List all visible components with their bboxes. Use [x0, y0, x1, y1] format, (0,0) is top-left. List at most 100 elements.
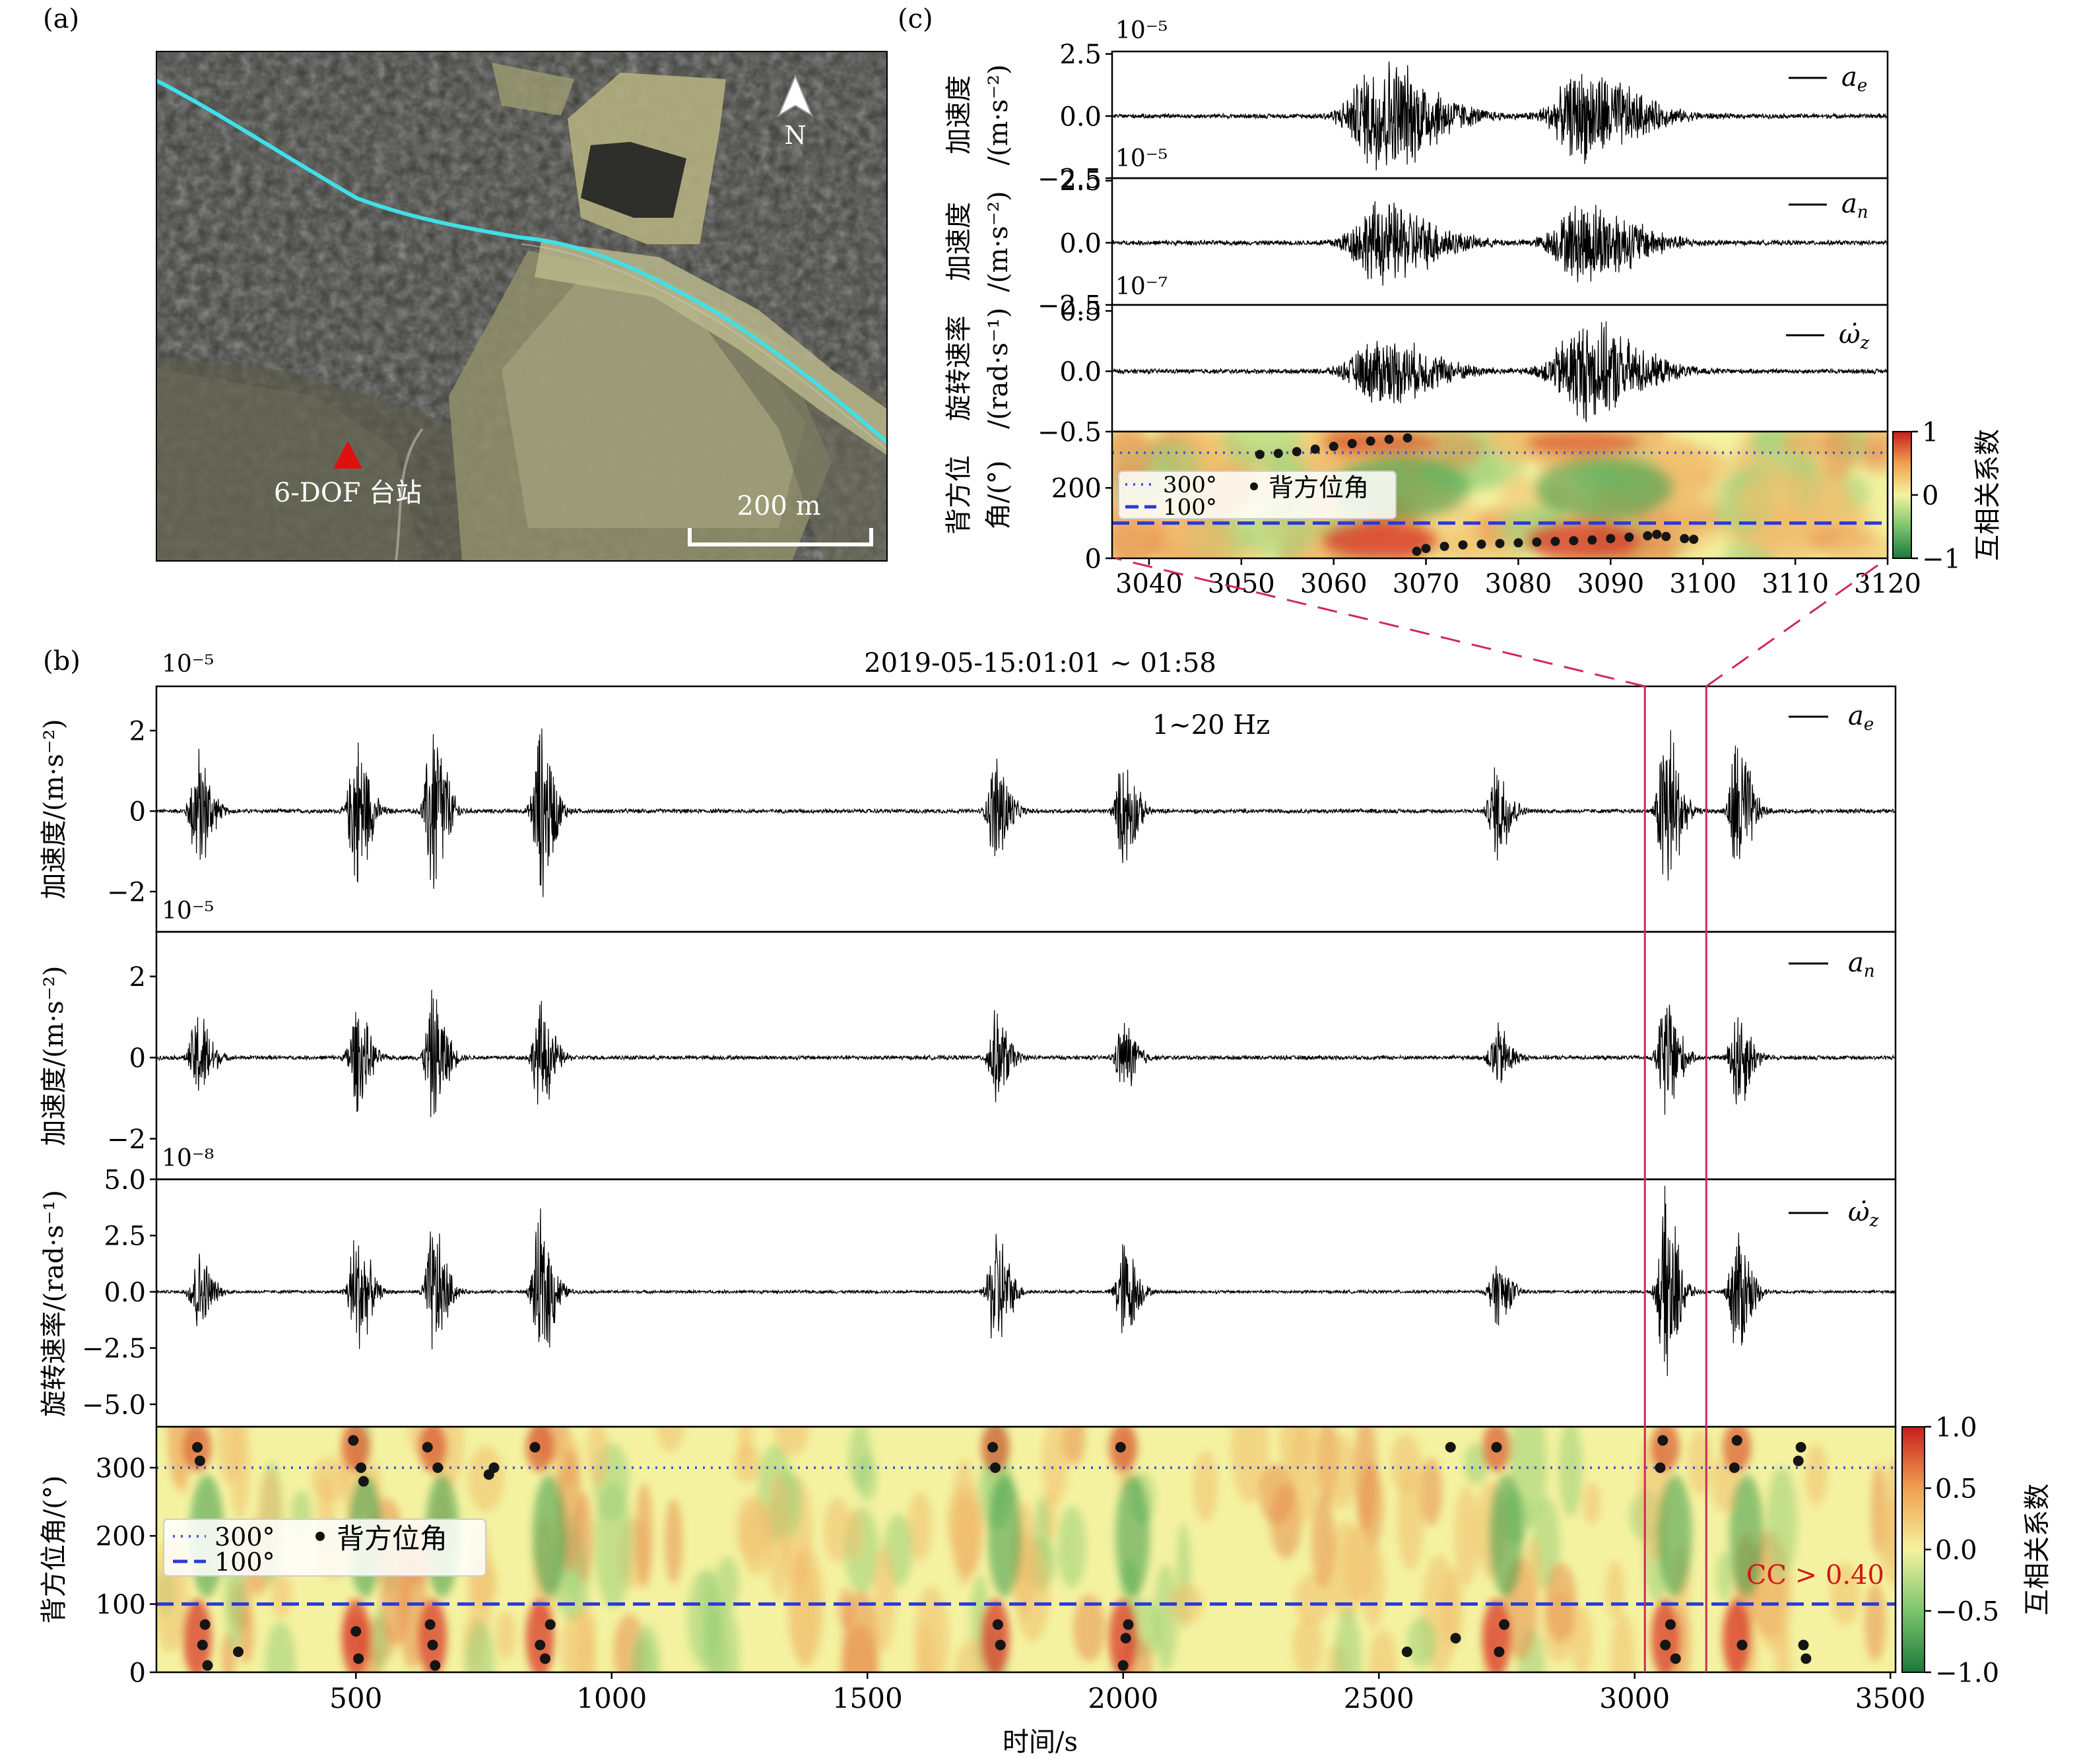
backazimuth-point: [1655, 1462, 1666, 1473]
backazimuth-point: [1670, 1653, 1681, 1664]
y-tick-label: −2.5: [82, 1334, 146, 1364]
x-tick-label: 1000: [576, 1682, 647, 1715]
ae-trace: [156, 728, 1896, 898]
svg-text:ae: ae: [1848, 701, 1874, 735]
north-arrow-icon: [777, 74, 814, 117]
backazimuth-point: [1384, 434, 1394, 444]
colorbar-tick-label: −1.0: [1935, 1658, 1999, 1688]
backazimuth-point: [1412, 546, 1422, 556]
c-wz-ylabel-bottom: /(rad·s⁻¹): [983, 308, 1014, 429]
c-an-exponent: 10⁻⁵: [1115, 145, 1168, 172]
y-tick-label: −2.5: [1038, 164, 1102, 194]
c-baz-ylabel-bottom: 角/(°): [983, 461, 1014, 530]
backazimuth-point: [1587, 535, 1597, 545]
backazimuth-point: [350, 1626, 362, 1637]
c-wz-exponent: 10⁻⁷: [1115, 273, 1168, 300]
backazimuth-point: [1689, 535, 1699, 544]
x-tick-label: 3090: [1577, 569, 1644, 599]
b-an-ylabel: 加速度/(m·s⁻²): [39, 965, 69, 1146]
backazimuth-point: [1665, 1619, 1676, 1630]
y-tick-label: 2.5: [1059, 40, 1102, 70]
c-an-waveform: [1111, 201, 1888, 286]
b-subplot-an: −2 0 2 10⁻⁵ 加速度/(m·s⁻²) an: [39, 898, 1897, 1181]
y-tick-label: 5.0: [104, 1165, 146, 1195]
backazimuth-point: [1401, 1647, 1412, 1657]
backazimuth-point: [1660, 1639, 1671, 1650]
backazimuth-point: [1495, 539, 1505, 548]
backazimuth-point: [422, 1442, 433, 1453]
c-baz-legend: 300° 100° 背方位角: [1118, 471, 1397, 521]
b-wz-waveform: [156, 1185, 1896, 1377]
y-tick-label: 0.0: [1059, 102, 1102, 132]
y-tick-label: 0: [129, 1043, 146, 1074]
svg-text:100°: 100°: [214, 1548, 275, 1577]
colorbar-tick-label: −0.5: [1935, 1596, 1999, 1627]
svg-text:ae: ae: [1841, 62, 1867, 96]
y-tick-label: 200: [1051, 474, 1102, 504]
b-xlabel: 时间/s: [1003, 1727, 1078, 1757]
backazimuth-point: [1120, 1633, 1131, 1644]
y-tick-label: 300: [96, 1453, 146, 1484]
svg-text:背方位角: 背方位角: [1269, 473, 1369, 502]
y-tick-label: 2: [129, 962, 146, 993]
c-colorbar: −1 0 1 互相关系数: [1892, 417, 2003, 574]
backazimuth-point: [199, 1619, 211, 1630]
scalebar-label: 200 m: [737, 491, 821, 521]
svg-text:an: an: [1848, 948, 1875, 981]
b-an-waveform: [156, 989, 1896, 1117]
backazimuth-point: [1550, 537, 1560, 546]
c-ae-exponent: 10⁻⁵: [1115, 17, 1168, 44]
station-label: 6-DOF 台站: [274, 478, 422, 508]
b-ae-ylabel: 加速度/(m·s⁻²): [39, 719, 69, 899]
backazimuth-point: [356, 1462, 366, 1473]
b-baz-legend: 300° 100° 背方位角: [163, 1519, 486, 1577]
c-an-ylabel-bottom: /(m·s⁻²): [983, 191, 1014, 292]
backazimuth-point: [1439, 541, 1449, 551]
backazimuth-point: [1800, 1653, 1812, 1664]
panel-b-title: 2019-05-15:01:01 ~ 01:58: [864, 648, 1216, 678]
backazimuth-point: [1494, 1647, 1505, 1657]
b-wz-exponent: 10⁻⁸: [162, 1145, 214, 1172]
svg-text:300°: 300°: [1163, 472, 1217, 498]
b-an-legend: an: [1789, 948, 1875, 981]
svg-text:300°: 300°: [214, 1522, 275, 1552]
backazimuth-point: [1798, 1639, 1809, 1650]
backazimuth-point: [1366, 436, 1375, 446]
an-trace: [1111, 201, 1888, 286]
an-trace: [156, 989, 1896, 1117]
c-an-ylabel-top: 加速度: [944, 202, 974, 281]
x-tick-label: 3110: [1762, 569, 1829, 599]
backazimuth-point: [1793, 1455, 1804, 1466]
frequency-band-label: 1~20 Hz: [1152, 710, 1270, 740]
y-tick-label: −2: [107, 1125, 146, 1155]
backazimuth-point: [424, 1619, 436, 1630]
c-backazimuth-points: [1255, 433, 1699, 556]
y-tick-label: 0: [129, 1658, 146, 1688]
backazimuth-point: [1657, 1435, 1668, 1446]
backazimuth-point: [1680, 534, 1690, 544]
c-wz-legend: ω̇z: [1786, 319, 1870, 353]
svg-text:ω̇z: ω̇z: [1848, 1197, 1879, 1231]
panel-label-b: (b): [43, 646, 81, 676]
backazimuth-point: [197, 1639, 208, 1650]
backazimuth-point: [488, 1462, 500, 1473]
backazimuth-point: [1310, 444, 1320, 454]
backazimuth-point: [353, 1653, 364, 1664]
north-label: N: [784, 121, 806, 150]
c-subplot-ae: −2.5 0.0 2.5 10⁻⁵ 加速度 /(m·s⁻²) ae: [944, 17, 1889, 194]
x-tick-label: 500: [329, 1682, 382, 1715]
x-tick-label: 3120: [1854, 569, 1921, 599]
colorbar-tick-label: 0.0: [1935, 1535, 1977, 1565]
backazimuth-point: [202, 1660, 213, 1671]
backazimuth-point: [1402, 433, 1412, 443]
backazimuth-point: [1445, 1442, 1456, 1453]
b-colorbar-label: 互相关系数: [2022, 1484, 2053, 1616]
backazimuth-point: [1123, 1619, 1134, 1630]
backazimuth-point: [992, 1619, 1003, 1630]
satellite-map: N 6-DOF 台站 200 m: [156, 51, 888, 562]
backazimuth-point: [1115, 1442, 1126, 1453]
b-subplot-ae: −2 0 2 10⁻⁵ 加速度/(m·s⁻²) ae: [39, 651, 1897, 933]
panel-label-c: (c): [898, 4, 933, 34]
x-tick-label: 3040: [1115, 569, 1183, 599]
